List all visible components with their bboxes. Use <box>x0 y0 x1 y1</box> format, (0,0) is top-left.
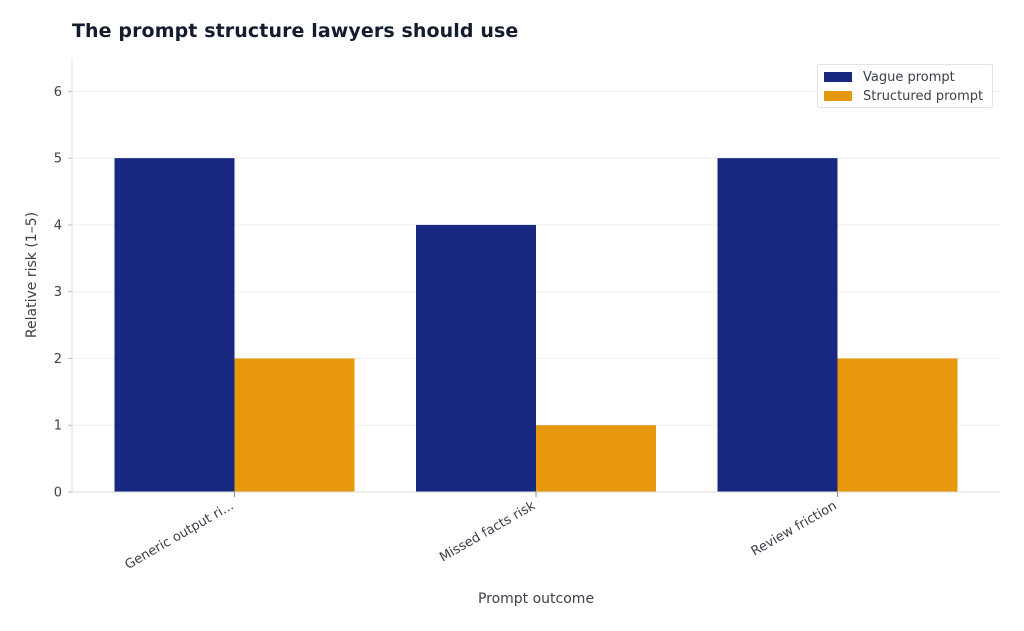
legend: Vague prompt Structured prompt <box>817 64 993 108</box>
legend-label-structured: Structured prompt <box>863 88 984 104</box>
y-axis-label: Relative risk (1–5) <box>24 212 40 338</box>
y-tick-label: 2 <box>54 352 62 367</box>
bars <box>114 158 958 492</box>
x-axis-label: Prompt outcome <box>478 591 594 607</box>
bar-vague <box>717 158 838 492</box>
y-tick-label: 5 <box>54 152 62 167</box>
bar-structured <box>837 358 958 492</box>
y-tick-label: 1 <box>54 419 62 434</box>
bar-vague <box>114 158 235 492</box>
x-tick-label: Generic output ri... <box>123 498 237 572</box>
y-tick-label: 0 <box>54 486 62 501</box>
legend-swatch-structured <box>824 91 852 101</box>
legend-swatch-vague <box>824 72 852 82</box>
x-tick-label: Review friction <box>749 498 840 559</box>
bar-structured <box>536 425 656 492</box>
x-tick-label: Missed facts risk <box>437 498 538 565</box>
bar-vague <box>416 224 536 492</box>
x-axis-ticks: Generic output ri... Missed facts risk Rev… <box>123 492 840 573</box>
legend-item-vague: Vague prompt <box>824 69 955 85</box>
y-tick-label: 3 <box>54 285 62 300</box>
bar-structured <box>234 358 355 492</box>
y-tick-label: 4 <box>54 218 62 233</box>
y-tick-label: 6 <box>54 85 62 100</box>
chart-title: The prompt structure lawyers should use <box>72 20 519 42</box>
legend-label-vague: Vague prompt <box>863 69 955 85</box>
y-axis-ticks: 0 1 2 3 4 5 6 <box>54 85 72 501</box>
legend-item-structured: Structured prompt <box>824 88 983 104</box>
